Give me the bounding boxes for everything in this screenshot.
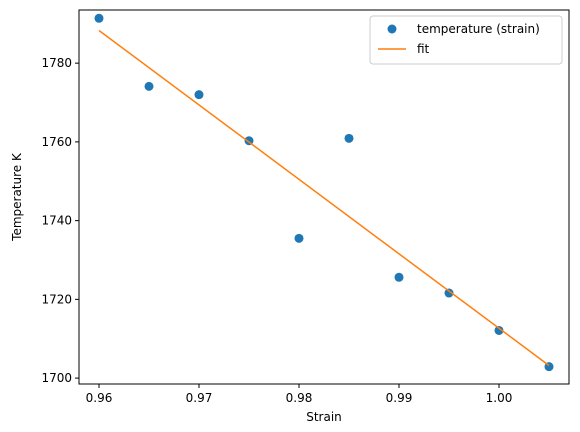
legend-scatter-marker [387, 24, 397, 34]
legend-label-scatter: temperature (strain) [417, 22, 540, 36]
x-tick-label: 0.98 [286, 391, 313, 405]
y-tick-label: 1780 [41, 56, 72, 70]
x-tick-label: 0.97 [186, 391, 213, 405]
y-axis-ticks: 1700 1720 1740 1760 1780 [41, 56, 79, 385]
x-tick-label: 0.99 [386, 391, 413, 405]
y-tick-label: 1720 [41, 292, 72, 306]
y-tick-label: 1700 [41, 371, 72, 385]
chart-marks [94, 13, 554, 372]
scatter-point [444, 288, 454, 298]
x-tick-label: 0.96 [86, 391, 113, 405]
plot-frame [78, 9, 570, 385]
y-tick-label: 1740 [41, 214, 72, 228]
scatter-point [394, 272, 404, 282]
scatter-point [344, 133, 354, 143]
scatter-point [294, 233, 304, 243]
y-axis-label: Temperature K [10, 152, 24, 242]
legend: temperature (strain) fit [369, 15, 563, 65]
scatter-point [144, 81, 154, 91]
fit-line [98, 29, 550, 367]
scatter-point [94, 13, 104, 23]
y-tick-label: 1760 [41, 135, 72, 149]
scatter-point [194, 90, 204, 100]
scatter-point [494, 325, 504, 335]
x-axis-label: Strain [306, 410, 342, 424]
legend-label-fit: fit [417, 42, 430, 56]
x-tick-label: 1.00 [486, 391, 513, 405]
legend-box [369, 15, 563, 65]
x-axis-ticks: 0.96 0.97 0.98 0.99 1.00 [86, 384, 513, 405]
